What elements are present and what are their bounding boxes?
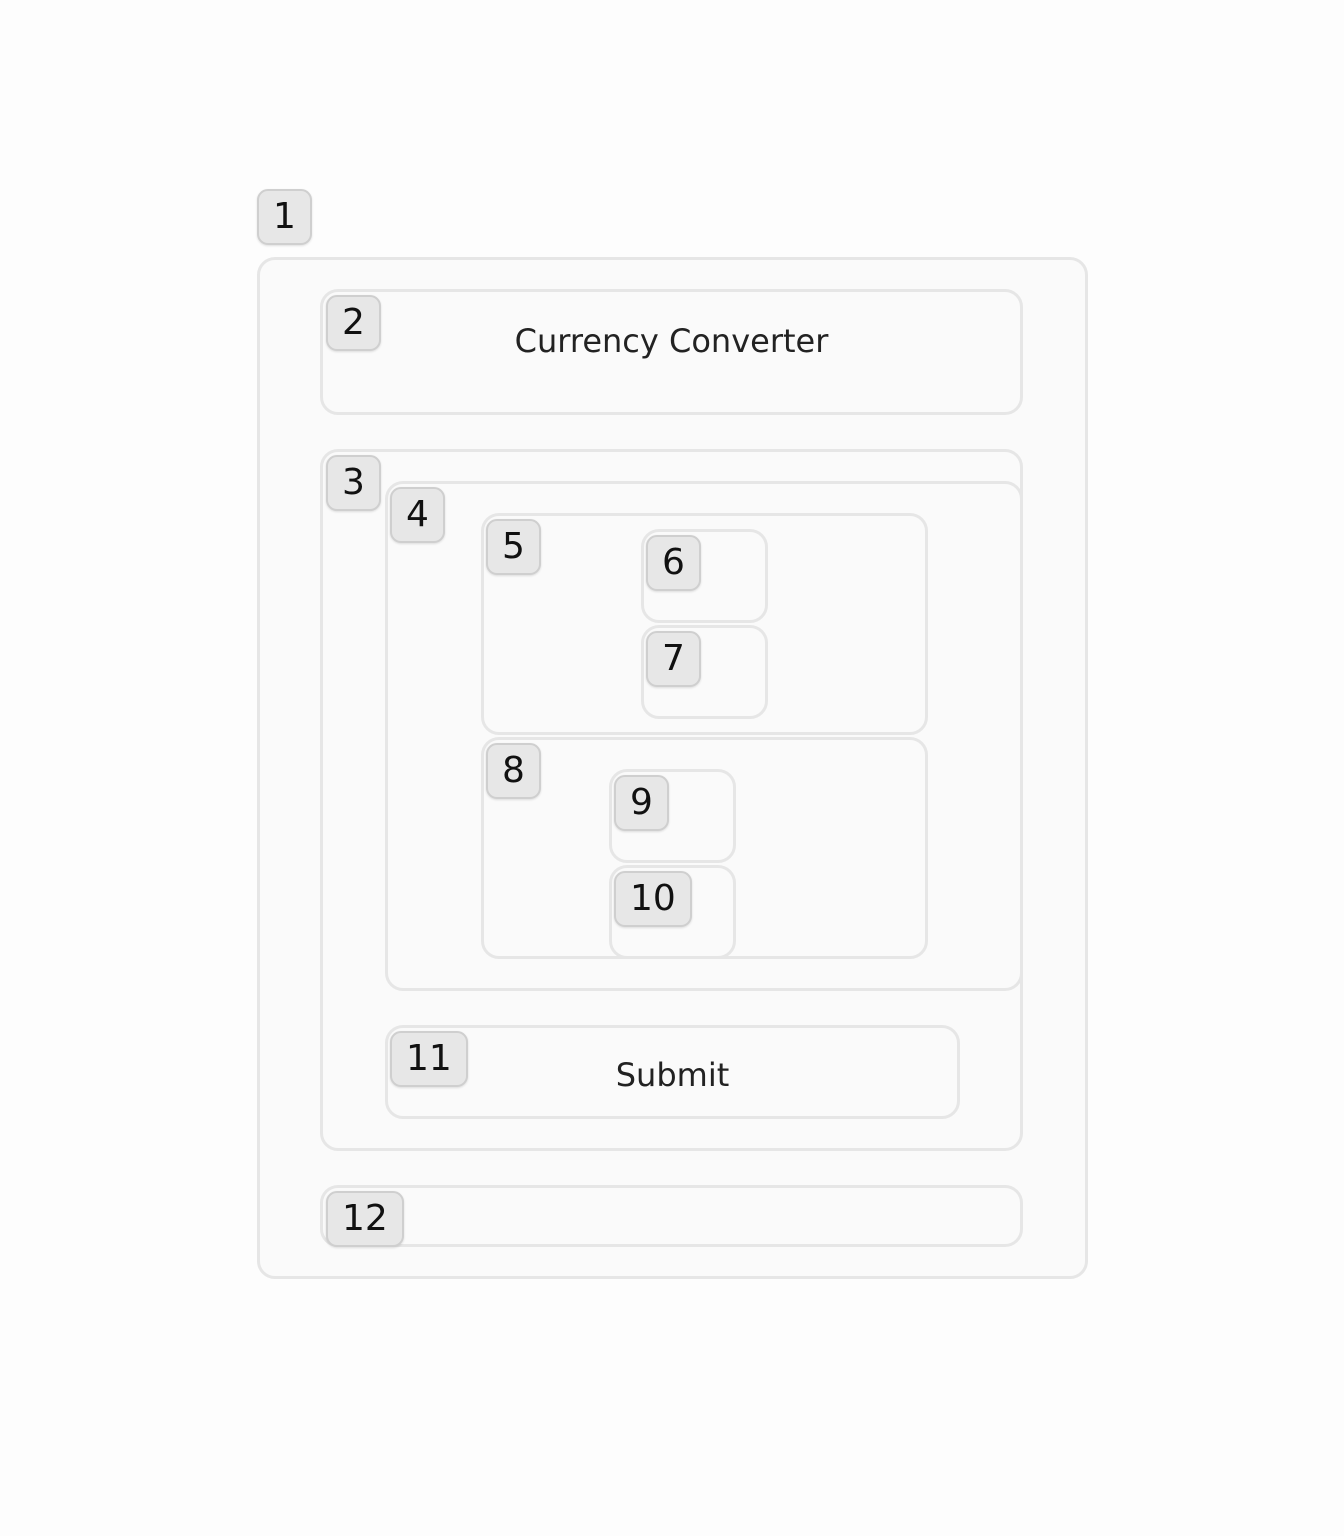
element-tag-2: 2 — [326, 295, 381, 351]
element-tag-3: 3 — [326, 455, 381, 511]
element-tag-8: 8 — [486, 743, 541, 799]
element-tag-10: 10 — [614, 871, 692, 927]
result-box — [320, 1185, 1023, 1247]
element-tag-4: 4 — [390, 487, 445, 543]
page-title: Currency Converter — [514, 322, 829, 360]
element-tag-12: 12 — [326, 1191, 404, 1247]
element-tag-6: 6 — [646, 535, 701, 591]
submit-button[interactable]: Submit — [385, 1025, 960, 1119]
element-tag-5: 5 — [486, 519, 541, 575]
submit-button-label: Submit — [615, 1056, 730, 1094]
element-tag-1: 1 — [257, 189, 312, 245]
element-tag-9: 9 — [614, 775, 669, 831]
header-box: Currency Converter — [320, 289, 1023, 415]
element-tag-7: 7 — [646, 631, 701, 687]
element-tag-11: 11 — [390, 1031, 468, 1087]
